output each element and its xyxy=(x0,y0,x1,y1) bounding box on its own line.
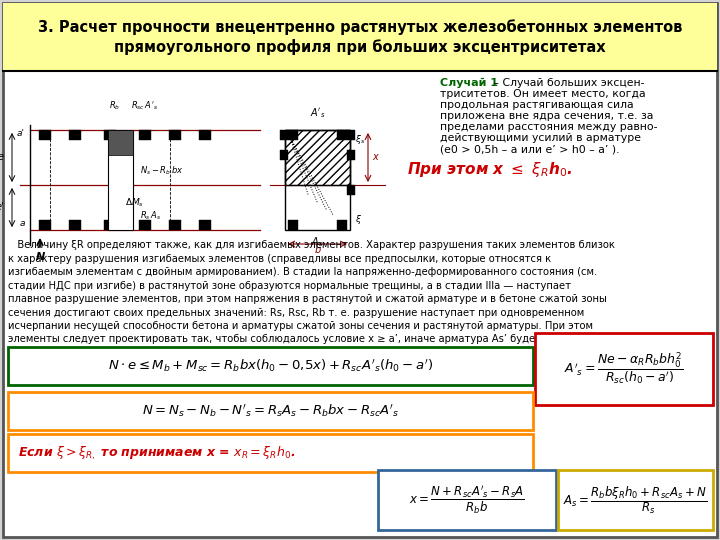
Text: к характеру разрушения изгибаемых элементов (справедливы все предпосылки, которы: к характеру разрушения изгибаемых элемен… xyxy=(8,253,551,264)
Text: триситетов. Он имеет место, когда: триситетов. Он имеет место, когда xyxy=(440,89,646,99)
Text: исчерпании несущей способности бетона и арматуры сжатой зоны сечения и растянуто: исчерпании несущей способности бетона и … xyxy=(8,321,593,331)
Bar xyxy=(104,220,116,230)
Bar xyxy=(3,3,717,71)
Text: $A_s = \dfrac{R_b b \xi_R h_0 + R_{sc} A_s + N}{R_s}$: $A_s = \dfrac{R_b b \xi_R h_0 + R_{sc} A… xyxy=(564,484,708,516)
Bar xyxy=(285,130,350,185)
Text: сечения достигают своих предельных значений: Rs, Rsc, Rb т. е. разрушение наступ: сечения достигают своих предельных значе… xyxy=(8,307,584,318)
Text: стадии НДС при изгибе) в растянутой зоне образуются нормальные трещины, а в стад: стадии НДС при изгибе) в растянутой зоне… xyxy=(8,280,571,291)
Bar xyxy=(8,434,533,472)
Text: $N_s - R_b \, bx$: $N_s - R_b \, bx$ xyxy=(140,165,184,177)
Bar xyxy=(280,150,288,160)
Bar xyxy=(378,470,556,530)
Text: элементы следует проектировать так, чтобы соблюдалось условие x ≥ a’, иначе арма: элементы следует проектировать так, чтоб… xyxy=(8,334,606,345)
Text: 3. Расчет прочности внецентренно растянутых железобетонных элементов: 3. Расчет прочности внецентренно растяну… xyxy=(38,19,682,35)
Text: e': e' xyxy=(0,202,4,213)
Text: $R_s \, A_s$: $R_s \, A_s$ xyxy=(140,210,161,222)
Text: a': a' xyxy=(17,130,25,138)
Text: плавное разрушение элементов, при этом напряжения в растянутой и сжатой арматуре: плавное разрушение элементов, при этом н… xyxy=(8,294,607,304)
Bar xyxy=(108,130,133,230)
Text: за пределами бетона сжатой зоны и прочность ее не будет использоваться. Поэтому : за пределами бетона сжатой зоны и прочно… xyxy=(8,348,585,358)
Bar xyxy=(199,130,211,140)
Bar xyxy=(337,220,347,230)
Bar xyxy=(535,333,713,405)
Bar xyxy=(39,220,51,230)
Bar xyxy=(285,130,350,185)
Text: $\xi$: $\xi$ xyxy=(355,213,362,226)
Text: b: b xyxy=(315,245,320,255)
Text: – Случай больших эксцен-: – Случай больших эксцен- xyxy=(490,78,644,88)
Text: $A'_s = \dfrac{Ne - \alpha_R R_b b h_0^2}{R_{sc}(h_0 - a')}$: $A'_s = \dfrac{Ne - \alpha_R R_b b h_0^2… xyxy=(564,350,684,387)
Text: a: a xyxy=(19,219,25,228)
Bar xyxy=(69,220,81,230)
Bar xyxy=(104,130,116,140)
Text: $A'_s$: $A'_s$ xyxy=(310,106,325,120)
Bar xyxy=(169,130,181,140)
Text: $R_{sc} \, A'_s$: $R_{sc} \, A'_s$ xyxy=(132,99,158,112)
Bar xyxy=(8,347,533,385)
Bar xyxy=(288,130,298,140)
Text: пределами расстояния между равно-: пределами расстояния между равно- xyxy=(440,122,657,132)
Text: $\xi_s$: $\xi_s$ xyxy=(355,133,365,146)
Bar xyxy=(337,130,347,140)
Bar xyxy=(347,185,355,195)
Bar xyxy=(280,130,288,140)
Text: $N = N_s - N_b - N'_s = R_s A_s - R_b bx - R_{sc} A'_s$: $N = N_s - N_b - N'_s = R_s A_s - R_b bx… xyxy=(142,403,399,419)
Text: $A_s$: $A_s$ xyxy=(311,235,324,249)
Bar xyxy=(558,470,713,530)
Bar xyxy=(39,130,51,140)
Bar xyxy=(108,130,133,155)
Text: действующими усилий в арматуре: действующими усилий в арматуре xyxy=(440,133,641,143)
Text: (e0 > 0,5h – a или e’ > h0 – a’ ).: (e0 > 0,5h – a или e’ > h0 – a’ ). xyxy=(440,144,619,154)
Bar xyxy=(139,220,151,230)
Text: Величину ξR определяют также, как для изгибаемых элементов. Характер разрушения : Величину ξR определяют также, как для из… xyxy=(8,240,615,250)
Text: $x = \dfrac{N + R_{sc} A'_s - R_s A}{ R_b b}$: $x = \dfrac{N + R_{sc} A'_s - R_s A}{ R_… xyxy=(409,484,525,516)
Text: $N \cdot e \leq M_b + M_{sc} = R_b bx(h_0 - 0{,}5x) + R_{sc} A'_s (h_0 - a')$: $N \cdot e \leq M_b + M_{sc} = R_b bx(h_… xyxy=(108,357,433,374)
Text: изгибаемым элементам с двойным армированием). В стадии Ia напряженно-деформирова: изгибаемым элементам с двойным армирован… xyxy=(8,267,598,277)
Bar xyxy=(288,220,298,230)
Bar xyxy=(199,220,211,230)
Bar xyxy=(169,220,181,230)
Text: $\Delta M_s$: $\Delta M_s$ xyxy=(125,196,144,209)
Bar xyxy=(139,130,151,140)
Text: $R_b$: $R_b$ xyxy=(109,99,121,112)
Text: e: e xyxy=(0,152,4,163)
Text: Случай 1: Случай 1 xyxy=(440,78,498,88)
Text: При этом x $\leq$ $\xi_R$h$_0$.: При этом x $\leq$ $\xi_R$h$_0$. xyxy=(408,160,573,179)
Text: приложена вне ядра сечения, т.е. за: приложена вне ядра сечения, т.е. за xyxy=(440,111,653,121)
Bar xyxy=(285,130,350,230)
Bar xyxy=(8,392,533,430)
Text: уравнениях принимают As’ = 0.: уравнениях принимают As’ = 0. xyxy=(8,361,176,372)
Text: Если $\xi > \xi_{R,}$ то принимаем x = $x_R = \xi_R h_0$.: Если $\xi > \xi_{R,}$ то принимаем x = $… xyxy=(18,444,295,462)
Bar xyxy=(347,150,355,160)
Bar xyxy=(347,130,355,140)
Text: продольная растягивающая сила: продольная растягивающая сила xyxy=(440,100,634,110)
Bar xyxy=(69,130,81,140)
Text: x: x xyxy=(372,152,378,163)
Text: N: N xyxy=(35,252,45,262)
Text: прямоугольного профиля при больших эксцентриситетах: прямоугольного профиля при больших эксце… xyxy=(114,39,606,55)
